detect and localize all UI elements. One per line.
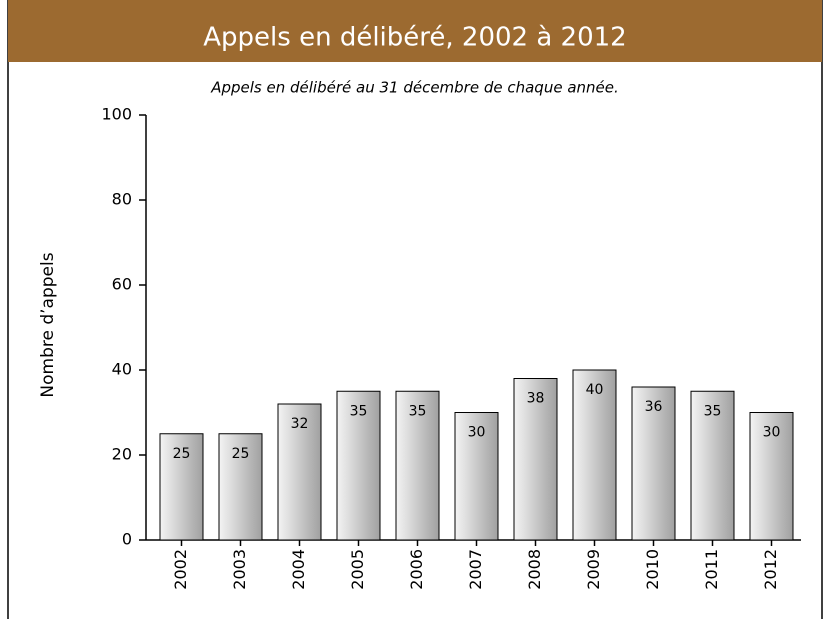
bar xyxy=(454,412,499,541)
bar-value-label: 30 xyxy=(468,425,486,441)
x-tick-label: 2010 xyxy=(643,549,662,590)
chart-title: Appels en délibéré, 2002 à 2012 xyxy=(203,23,626,53)
header xyxy=(8,0,822,62)
x-tick-label: 2008 xyxy=(525,549,544,590)
bar-value-label: 25 xyxy=(232,446,250,462)
x-tick-label: 2011 xyxy=(702,549,721,590)
x-tick-label: 2003 xyxy=(230,549,249,590)
bar xyxy=(277,403,322,541)
y-axis-label: Nombre d’appels xyxy=(38,252,58,397)
bar xyxy=(513,378,558,541)
y-tick-label: 0 xyxy=(122,530,132,549)
bar-value-label: 40 xyxy=(586,382,604,398)
bar xyxy=(631,386,676,541)
bar xyxy=(395,390,440,541)
bar-value-label: 35 xyxy=(704,403,722,419)
y-tick-label: 40 xyxy=(112,360,132,379)
bar-value-label: 35 xyxy=(409,403,427,419)
x-tick-label: 2007 xyxy=(466,549,485,590)
bar xyxy=(336,390,381,541)
bar-value-label: 35 xyxy=(350,403,368,419)
y-tick-label: 80 xyxy=(112,190,132,209)
x-tick-label: 2005 xyxy=(348,549,367,590)
bar xyxy=(572,369,617,541)
bar xyxy=(690,390,735,541)
bar-value-label: 32 xyxy=(291,416,309,432)
bar-value-label: 38 xyxy=(527,391,545,407)
bar xyxy=(749,412,794,541)
x-tick-label: 2004 xyxy=(289,549,308,590)
x-tick-label: 2006 xyxy=(407,549,426,590)
bar-value-label: 30 xyxy=(763,425,781,441)
y-tick-label: 20 xyxy=(112,445,132,464)
x-tick-label: 2009 xyxy=(584,549,603,590)
x-tick-label: 2002 xyxy=(171,549,190,590)
bar-value-label: 36 xyxy=(645,399,663,415)
bar xyxy=(218,433,263,541)
y-tick-label: 60 xyxy=(112,275,132,294)
bar xyxy=(159,433,204,541)
x-tick-label: 2012 xyxy=(761,549,780,590)
y-tick-label: 100 xyxy=(101,105,132,124)
chart-subtitle: Appels en délibéré au 31 décembre de cha… xyxy=(210,79,619,97)
bar-value-label: 25 xyxy=(173,446,191,462)
